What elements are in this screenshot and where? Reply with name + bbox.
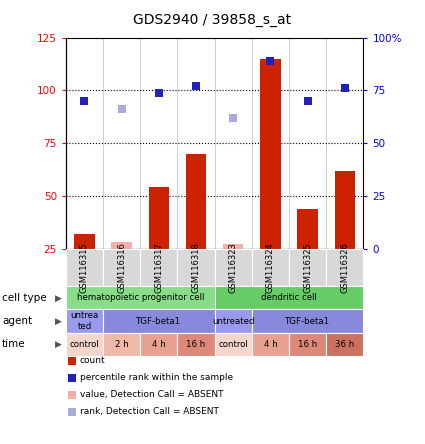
Text: time: time xyxy=(2,339,26,349)
Text: 4 h: 4 h xyxy=(152,340,166,349)
Text: value, Detection Call = ABSENT: value, Detection Call = ABSENT xyxy=(80,390,224,399)
Text: rank, Detection Call = ABSENT: rank, Detection Call = ABSENT xyxy=(80,407,219,416)
Text: agent: agent xyxy=(2,316,32,326)
Text: GDS2940 / 39858_s_at: GDS2940 / 39858_s_at xyxy=(133,13,292,28)
Text: GSM116318: GSM116318 xyxy=(192,242,201,293)
Text: 36 h: 36 h xyxy=(335,340,354,349)
Bar xyxy=(111,242,132,249)
Text: count: count xyxy=(80,357,105,365)
Text: ▶: ▶ xyxy=(55,340,62,349)
Text: GSM116325: GSM116325 xyxy=(303,242,312,293)
Bar xyxy=(334,170,355,249)
Text: ▶: ▶ xyxy=(55,293,62,302)
Text: GSM116324: GSM116324 xyxy=(266,242,275,293)
Text: 2 h: 2 h xyxy=(115,340,128,349)
Text: TGF-beta1: TGF-beta1 xyxy=(285,317,330,325)
Text: cell type: cell type xyxy=(2,293,47,303)
Text: TGF-beta1: TGF-beta1 xyxy=(136,317,181,325)
Text: GSM116317: GSM116317 xyxy=(154,242,163,293)
Text: dendritic cell: dendritic cell xyxy=(261,293,317,302)
Text: untrea
ted: untrea ted xyxy=(71,311,99,331)
Bar xyxy=(149,187,169,249)
Bar xyxy=(260,59,281,249)
Bar xyxy=(186,154,206,249)
Text: 4 h: 4 h xyxy=(264,340,277,349)
Text: hematopoietic progenitor cell: hematopoietic progenitor cell xyxy=(76,293,204,302)
Text: 16 h: 16 h xyxy=(187,340,206,349)
Text: 16 h: 16 h xyxy=(298,340,317,349)
Text: percentile rank within the sample: percentile rank within the sample xyxy=(80,373,233,382)
Text: GSM116316: GSM116316 xyxy=(117,242,126,293)
Text: GSM116315: GSM116315 xyxy=(80,242,89,293)
Text: GSM116326: GSM116326 xyxy=(340,242,349,293)
Text: GSM116323: GSM116323 xyxy=(229,242,238,293)
Text: control: control xyxy=(70,340,99,349)
Text: control: control xyxy=(218,340,248,349)
Text: ▶: ▶ xyxy=(55,317,62,325)
Text: untreated: untreated xyxy=(212,317,255,325)
Bar xyxy=(298,209,318,249)
Bar xyxy=(223,245,244,249)
Bar xyxy=(74,234,95,249)
